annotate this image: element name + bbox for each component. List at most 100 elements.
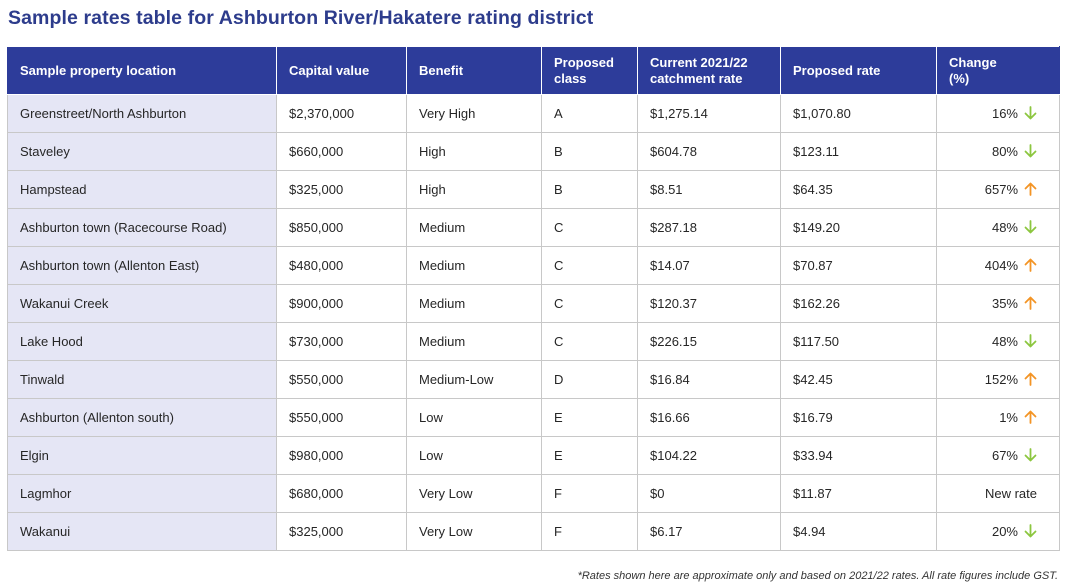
- cell-change: 16%: [936, 94, 1060, 133]
- cell-current-rate: $6.17: [637, 512, 781, 551]
- cell-change: 48%: [936, 322, 1060, 361]
- footnote: *Rates shown here are approximate only a…: [577, 570, 1058, 582]
- cell-current-rate: $287.18: [637, 208, 781, 247]
- cell-proposed-rate: $33.94: [780, 436, 937, 475]
- cell-proposed-class: E: [541, 398, 638, 437]
- cell-location: Lagmhor: [7, 474, 277, 513]
- cell-proposed-rate: $117.50: [780, 322, 937, 361]
- change-value: 1%: [999, 410, 1018, 425]
- change-value: 404%: [984, 258, 1018, 273]
- arrow-up-icon: [1024, 372, 1037, 386]
- cell-proposed-rate: $4.94: [780, 512, 937, 551]
- arrow-down-icon: [1024, 106, 1037, 120]
- cell-location: Elgin: [7, 436, 277, 475]
- cell-benefit: Very Low: [406, 512, 542, 551]
- header-proposed-rate: Proposed rate: [780, 46, 937, 95]
- table-row: Staveley $660,000 High B $604.78 $123.11 80%: [7, 132, 1060, 171]
- table-row: Tinwald $550,000 Medium-Low D $16.84 $42.45 15…: [7, 360, 1060, 399]
- table-body: Greenstreet/North Ashburton $2,370,000 Ver…: [7, 94, 1060, 551]
- cell-benefit: Medium-Low: [406, 360, 542, 399]
- header-location: Sample property location: [7, 46, 277, 95]
- header-change: Change (%): [936, 46, 1060, 95]
- change-value: 16%: [991, 106, 1018, 121]
- change-value: New rate: [984, 486, 1037, 501]
- cell-location: Wakanui: [7, 512, 277, 551]
- cell-change: 152%: [936, 360, 1060, 399]
- header-proposed-class-line2: class: [554, 70, 587, 86]
- cell-change: 67%: [936, 436, 1060, 475]
- table-row: Ashburton town (Racecourse Road) $850,000…: [7, 208, 1060, 247]
- cell-current-rate: $1,275.14: [637, 94, 781, 133]
- cell-proposed-class: F: [541, 474, 638, 513]
- cell-change: New rate: [936, 474, 1060, 513]
- cell-capital-value: $660,000: [276, 132, 407, 171]
- arrow-up-icon: [1024, 410, 1037, 424]
- cell-proposed-rate: $162.26: [780, 284, 937, 323]
- change-value: 80%: [991, 144, 1018, 159]
- cell-proposed-class: C: [541, 246, 638, 285]
- table-row: Lagmhor $680,000 Very Low F $0 $11.87 New rate: [7, 474, 1060, 513]
- cell-change: 657%: [936, 170, 1060, 209]
- table-row: Ashburton (Allenton south) $550,000 Low E $1…: [7, 398, 1060, 437]
- cell-proposed-rate: $1,070.80: [780, 94, 937, 133]
- cell-change: 1%: [936, 398, 1060, 437]
- arrow-down-icon: [1024, 334, 1037, 348]
- rates-table: Sample property location Capital value B…: [7, 46, 1060, 551]
- arrow-down-icon: [1024, 448, 1037, 462]
- cell-change: 35%: [936, 284, 1060, 323]
- cell-proposed-rate: $70.87: [780, 246, 937, 285]
- cell-current-rate: $0: [637, 474, 781, 513]
- header-current-rate: Current 2021/22 catchment rate: [637, 46, 781, 95]
- arrow-up-icon: [1024, 296, 1037, 310]
- header-change-line1: Change: [949, 54, 997, 70]
- arrow-down-icon: [1024, 524, 1037, 538]
- cell-change: 80%: [936, 132, 1060, 171]
- cell-proposed-class: E: [541, 436, 638, 475]
- cell-capital-value: $680,000: [276, 474, 407, 513]
- cell-location: Tinwald: [7, 360, 277, 399]
- cell-location: Staveley: [7, 132, 277, 171]
- cell-benefit: Medium: [406, 208, 542, 247]
- cell-current-rate: $226.15: [637, 322, 781, 361]
- cell-location: Lake Hood: [7, 322, 277, 361]
- cell-benefit: Very Low: [406, 474, 542, 513]
- header-capital-value: Capital value: [276, 46, 407, 95]
- cell-current-rate: $16.84: [637, 360, 781, 399]
- cell-capital-value: $2,370,000: [276, 94, 407, 133]
- table-row: Wakanui $325,000 Very Low F $6.17 $4.94 20%: [7, 512, 1060, 551]
- cell-location: Ashburton town (Allenton East): [7, 246, 277, 285]
- cell-benefit: Low: [406, 436, 542, 475]
- cell-proposed-class: B: [541, 170, 638, 209]
- cell-benefit: Low: [406, 398, 542, 437]
- cell-proposed-class: A: [541, 94, 638, 133]
- change-value: 152%: [984, 372, 1018, 387]
- page-title: Sample rates table for Ashburton River/H…: [8, 7, 594, 29]
- cell-proposed-class: C: [541, 322, 638, 361]
- cell-capital-value: $730,000: [276, 322, 407, 361]
- change-value: 67%: [991, 448, 1018, 463]
- change-value: 48%: [991, 220, 1018, 235]
- table-header-row: Sample property location Capital value B…: [7, 46, 1060, 95]
- header-current-rate-line2: catchment rate: [650, 70, 743, 86]
- cell-change: 404%: [936, 246, 1060, 285]
- cell-capital-value: $550,000: [276, 398, 407, 437]
- header-proposed-class-line1: Proposed: [554, 54, 614, 70]
- cell-capital-value: $325,000: [276, 170, 407, 209]
- header-benefit: Benefit: [406, 46, 542, 95]
- cell-proposed-class: D: [541, 360, 638, 399]
- cell-change: 48%: [936, 208, 1060, 247]
- table-row: Hampstead $325,000 High B $8.51 $64.35 657%: [7, 170, 1060, 209]
- cell-location: Wakanui Creek: [7, 284, 277, 323]
- arrow-up-icon: [1024, 182, 1037, 196]
- cell-location: Ashburton town (Racecourse Road): [7, 208, 277, 247]
- cell-proposed-rate: $123.11: [780, 132, 937, 171]
- change-value: 35%: [991, 296, 1018, 311]
- cell-benefit: High: [406, 132, 542, 171]
- cell-benefit: Very High: [406, 94, 542, 133]
- cell-capital-value: $480,000: [276, 246, 407, 285]
- cell-current-rate: $104.22: [637, 436, 781, 475]
- cell-current-rate: $120.37: [637, 284, 781, 323]
- table-row: Ashburton town (Allenton East) $480,000 Me…: [7, 246, 1060, 285]
- change-value: 657%: [984, 182, 1018, 197]
- table-row: Lake Hood $730,000 Medium C $226.15 $117.50 48…: [7, 322, 1060, 361]
